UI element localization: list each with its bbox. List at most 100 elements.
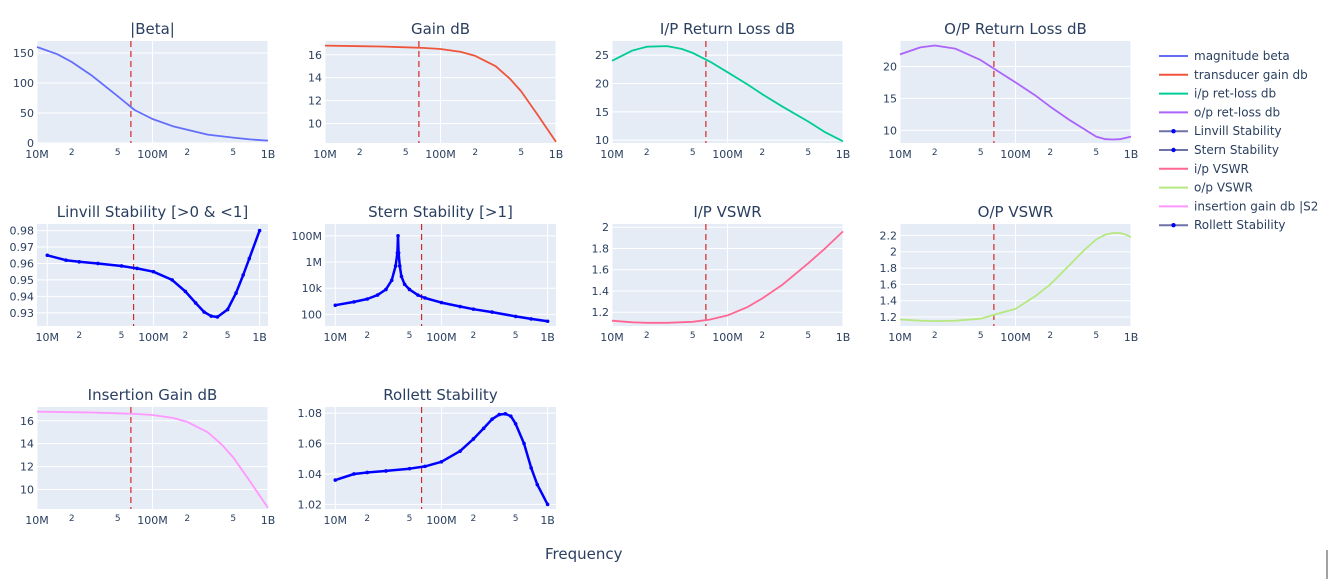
x-tick-label: 1B	[261, 148, 276, 161]
data-point	[458, 449, 462, 453]
data-point	[458, 304, 462, 309]
data-point	[397, 264, 402, 268]
subplot-2: Gain dB 10 12 14 16 10M 100M 1B 2 5 2 5	[308, 20, 563, 161]
x-minor-tick-label: 5	[230, 148, 236, 158]
data-point	[384, 287, 388, 292]
data-point	[389, 278, 394, 283]
data-point	[135, 266, 139, 271]
plot-area	[325, 407, 556, 509]
x-minor-tick-label: 2	[357, 148, 363, 158]
y-tick-label: 0.96	[10, 257, 35, 270]
series-line	[899, 44, 1132, 141]
data-point	[545, 502, 550, 507]
x-minor-tick-label: 5	[690, 148, 696, 158]
x-minor-tick-label: 2	[364, 331, 370, 341]
x-axis-title: Frequency	[545, 545, 623, 563]
x-tick-label: 10M	[324, 331, 348, 344]
x-tick-label: 1B	[1124, 331, 1139, 344]
data-point	[241, 273, 245, 277]
x-tick-label: 100M	[712, 148, 743, 161]
y-tick-label: 0	[27, 137, 34, 150]
data-point	[333, 303, 338, 308]
data-point	[215, 315, 220, 319]
y-tick-label: 1.8	[592, 242, 610, 255]
x-minor-tick-label: 5	[1093, 331, 1099, 341]
x-minor-tick-label: 5	[805, 148, 811, 158]
subplot-title: Linvill Stability [>0 & <1]	[57, 203, 248, 221]
legend-label: i/p ret-loss db	[1194, 87, 1276, 101]
x-minor-tick-label: 5	[978, 148, 984, 158]
subplot-6: Stern Stability [>1] 100 10k 1M 100M 10M 100M 1…	[292, 203, 556, 344]
y-tick-label: 100	[301, 308, 322, 321]
x-minor-tick-label: 2	[472, 148, 478, 158]
legend-item: i/p ret-loss db	[1159, 87, 1276, 101]
y-tick-label: 0.98	[10, 225, 35, 238]
data-point	[234, 291, 238, 295]
y-tick-label: 1.04	[298, 468, 323, 481]
x-minor-tick-label: 2	[759, 148, 765, 158]
y-tick-label: 14	[20, 438, 34, 451]
data-point	[45, 253, 50, 258]
x-minor-tick-label: 2	[471, 514, 477, 524]
data-point	[423, 296, 427, 300]
y-tick-label: 1.06	[298, 438, 323, 451]
data-point	[407, 287, 412, 292]
data-point	[439, 460, 444, 464]
data-point	[545, 319, 550, 324]
legend-item: o/p ret-loss db	[1159, 105, 1280, 119]
legend-item: Linvill Stability	[1159, 124, 1282, 138]
data-point	[503, 412, 508, 416]
x-minor-tick-label: 2	[69, 514, 75, 524]
x-tick-label: 10M	[36, 331, 60, 344]
x-minor-tick-label: 2	[183, 331, 189, 341]
data-point	[333, 478, 338, 482]
data-point	[529, 466, 533, 470]
x-minor-tick-label: 5	[407, 331, 413, 341]
x-minor-tick-label: 2	[184, 514, 190, 524]
y-tick-label: 10	[308, 118, 322, 131]
x-minor-tick-label: 2	[932, 148, 938, 158]
data-point	[393, 264, 398, 268]
data-point	[490, 417, 494, 421]
data-point	[96, 261, 100, 266]
subplot-title: O/P Return Loss dB	[944, 20, 1087, 38]
legend-marker	[1171, 147, 1176, 153]
plot-area	[37, 224, 268, 326]
y-tick-label: 150	[13, 47, 34, 60]
x-tick-label: 10M	[324, 514, 348, 527]
x-tick-label: 100M	[137, 514, 168, 527]
subplot-title: Stern Stability [>1]	[368, 203, 513, 221]
legend-item: o/p VSWR	[1159, 181, 1253, 195]
x-minor-tick-label: 5	[115, 148, 121, 158]
series-line	[611, 45, 844, 143]
y-tick-label: 14	[308, 72, 322, 85]
y-tick-label: 20	[595, 78, 609, 91]
legend-label: i/p VSWR	[1194, 162, 1249, 176]
data-point	[399, 274, 404, 279]
y-tick-label: 10	[20, 484, 34, 497]
y-tick-label: 50	[20, 107, 34, 120]
x-minor-tick-label: 2	[932, 331, 938, 341]
data-point	[490, 310, 494, 314]
y-tick-label: 1.6	[592, 264, 610, 277]
x-tick-label: 10M	[313, 148, 337, 161]
x-minor-tick-label: 2	[644, 331, 650, 341]
x-tick-label: 1B	[540, 514, 555, 527]
legend-marker	[1171, 129, 1176, 134]
y-tick-label: 1.6	[880, 278, 898, 291]
data-point	[151, 269, 156, 274]
data-point	[384, 469, 388, 473]
data-point	[522, 441, 526, 446]
data-point	[471, 307, 476, 311]
y-tick-label: 2	[602, 221, 609, 234]
series-line	[324, 44, 557, 143]
legend-marker	[1171, 223, 1176, 228]
data-point	[423, 464, 427, 469]
legend-item: insertion gain db |S2	[1159, 199, 1318, 213]
plot-area	[325, 224, 556, 326]
data-point	[209, 314, 213, 318]
subplot-title: Gain dB	[411, 20, 470, 38]
data-point	[407, 466, 412, 471]
x-tick-label: 100M	[426, 514, 457, 527]
